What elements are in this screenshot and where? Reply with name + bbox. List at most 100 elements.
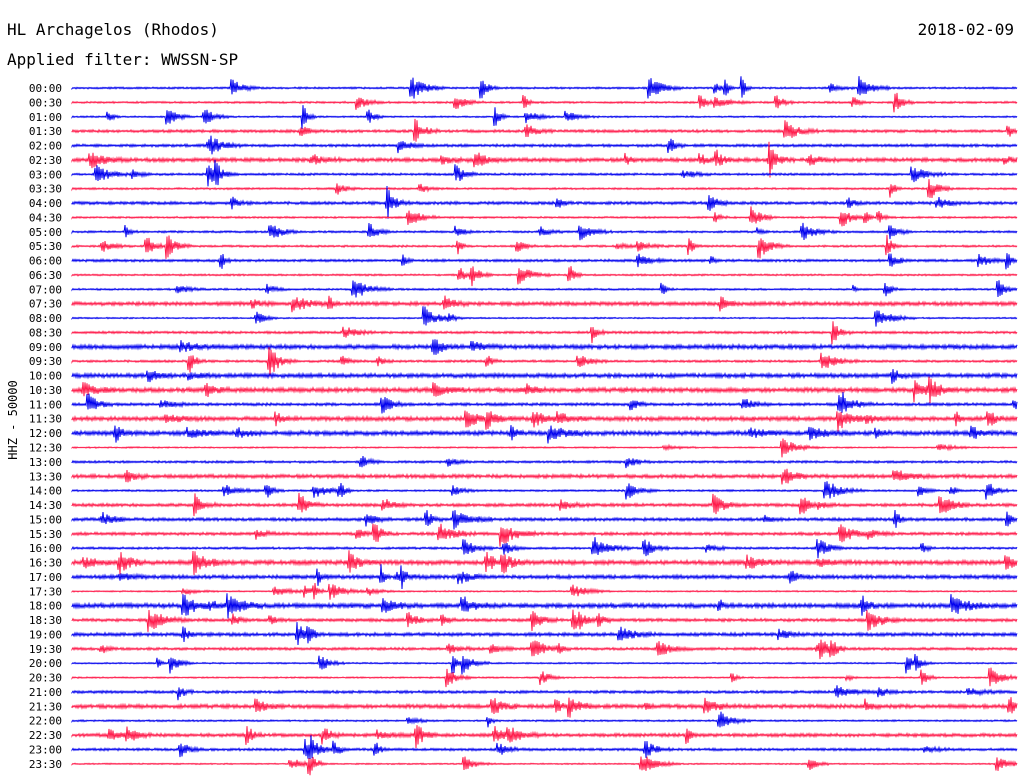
- trace-line: [71, 697, 1018, 718]
- time-label: 11:30: [29, 413, 62, 426]
- time-label: 13:30: [29, 470, 62, 483]
- trace-line: [71, 438, 1018, 458]
- time-label: 15:00: [29, 513, 62, 526]
- time-label: 04:30: [29, 211, 62, 224]
- time-label: 22:30: [29, 729, 62, 742]
- trace-line: [71, 653, 1018, 675]
- trace-line: [71, 639, 1018, 660]
- time-label: 05:30: [29, 240, 62, 253]
- time-label: 07:30: [29, 298, 62, 311]
- trace-line: [71, 725, 1018, 749]
- filter-label: Applied filter: WWSSN-SP: [7, 50, 239, 69]
- trace-line: [71, 425, 1018, 444]
- time-label: 11:00: [29, 398, 62, 411]
- time-label: 13:00: [29, 456, 62, 469]
- time-label: 06:00: [29, 255, 62, 268]
- trace-line: [71, 564, 1018, 590]
- trace-line: [71, 622, 1018, 646]
- trace-line: [71, 735, 1018, 760]
- trace-line: [71, 410, 1018, 432]
- trace-line: [71, 306, 1018, 327]
- time-label: 08:30: [29, 326, 62, 339]
- time-label: 02:00: [29, 140, 62, 153]
- trace-line: [71, 509, 1018, 530]
- time-label: 17:30: [29, 585, 62, 598]
- time-label: 19:30: [29, 643, 62, 656]
- trace-line: [71, 118, 1018, 142]
- time-label: 00:30: [29, 96, 62, 109]
- time-label: 06:30: [29, 269, 62, 282]
- trace-line: [71, 468, 1018, 485]
- trace-line: [71, 376, 1018, 404]
- trace-line: [71, 481, 1018, 500]
- time-label: 01:30: [29, 125, 62, 138]
- station-title: HL Archagelos (Rhodos): [7, 20, 219, 39]
- time-label: 10:00: [29, 370, 62, 383]
- time-label: 22:00: [29, 715, 62, 728]
- trace-line: [71, 76, 1018, 99]
- time-label: 15:30: [29, 528, 62, 541]
- trace-line: [71, 369, 1018, 384]
- time-label: 01:00: [29, 111, 62, 124]
- time-label: 12:30: [29, 442, 62, 455]
- trace-line: [71, 234, 1018, 259]
- time-label: 18:30: [29, 614, 62, 627]
- trace-line: [71, 685, 1018, 701]
- time-label: 21:00: [29, 686, 62, 699]
- time-label: 19:00: [29, 628, 62, 641]
- time-label: 23:30: [29, 758, 62, 771]
- time-label: 09:30: [29, 355, 62, 368]
- trace-line: [71, 667, 1018, 688]
- trace-line: [71, 711, 1018, 728]
- trace-line: [71, 537, 1018, 559]
- trace-line: [71, 105, 1018, 129]
- time-label: 14:30: [29, 499, 62, 512]
- time-label: 17:00: [29, 571, 62, 584]
- trace-line: [71, 185, 1018, 219]
- time-label: 03:00: [29, 168, 62, 181]
- trace-line: [71, 266, 1018, 287]
- time-label: 16:30: [29, 557, 62, 570]
- trace-line: [71, 550, 1018, 575]
- trace-line: [71, 392, 1018, 414]
- time-label: 21:30: [29, 700, 62, 713]
- trace-line: [71, 492, 1018, 517]
- time-label: 16:00: [29, 542, 62, 555]
- trace-line: [71, 456, 1018, 469]
- trace-line: [71, 280, 1018, 298]
- trace-line: [71, 523, 1018, 547]
- trace-line: [71, 222, 1018, 241]
- trace-line: [71, 179, 1018, 199]
- time-label: 08:00: [29, 312, 62, 325]
- time-label: 05:00: [29, 226, 62, 239]
- time-label: 03:30: [29, 183, 62, 196]
- time-label: 10:30: [29, 384, 62, 397]
- time-label: 14:00: [29, 485, 62, 498]
- trace-line: [71, 159, 1018, 187]
- time-label: 18:00: [29, 600, 62, 613]
- trace-line: [71, 593, 1018, 619]
- time-label: 09:00: [29, 341, 62, 354]
- trace-line: [71, 92, 1018, 113]
- trace-line: [71, 582, 1018, 600]
- time-label: 02:30: [29, 154, 62, 167]
- time-label: 23:00: [29, 743, 62, 756]
- trace-line: [71, 756, 1018, 776]
- trace-line: [71, 135, 1018, 155]
- time-label: 20:00: [29, 657, 62, 670]
- trace-line: [71, 347, 1018, 378]
- trace-line: [71, 253, 1018, 270]
- time-label: 04:00: [29, 197, 62, 210]
- time-label: 12:00: [29, 427, 62, 440]
- time-label: 00:00: [29, 82, 62, 95]
- time-label: 07:00: [29, 283, 62, 296]
- trace-line: [71, 609, 1018, 632]
- time-label: 20:30: [29, 672, 62, 685]
- trace-line: [71, 141, 1018, 178]
- date-label: 2018-02-09: [917, 20, 1014, 39]
- trace-line: [71, 321, 1018, 345]
- trace-line: [71, 295, 1018, 313]
- trace-line: [71, 206, 1018, 227]
- trace-line: [71, 339, 1018, 355]
